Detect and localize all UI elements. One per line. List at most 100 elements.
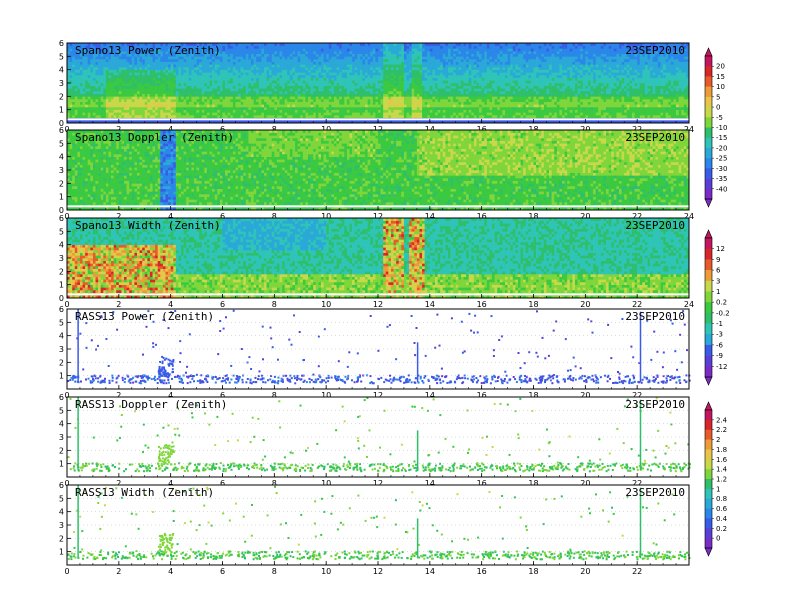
heatmap-cell (494, 64, 498, 68)
heatmap-cell (471, 56, 475, 60)
heatmap-cell (243, 85, 247, 89)
heatmap-cell (186, 61, 190, 65)
heatmap-cell (124, 104, 127, 108)
heatmap-cell (362, 45, 366, 49)
heatmap-cell (310, 85, 314, 89)
heatmap-cell (383, 77, 387, 81)
heatmap-cell (473, 107, 477, 110)
heatmap-cell (489, 61, 493, 65)
heatmap-cell (183, 59, 187, 62)
heatmap-cell (129, 101, 133, 105)
heatmap-cell (98, 53, 101, 57)
heatmap-cell (149, 85, 153, 89)
heatmap-cell (380, 101, 384, 105)
heatmap-cell (450, 75, 454, 78)
heatmap-cell (336, 112, 340, 116)
heatmap-cell (362, 56, 366, 60)
heatmap-cell (131, 80, 135, 84)
heatmap-cell (349, 115, 353, 118)
heatmap-cell (118, 96, 122, 100)
heatmap-cell (279, 112, 283, 116)
heatmap-cell (341, 43, 345, 46)
heatmap-cell (440, 96, 444, 100)
heatmap-cell (292, 112, 296, 116)
heatmap-cell (144, 51, 148, 54)
heatmap-cell (310, 104, 314, 108)
heatmap-cell (266, 80, 270, 84)
heatmap-cell (214, 51, 218, 54)
heatmap-cell (424, 112, 428, 116)
heatmap-cell (284, 53, 288, 57)
heatmap-cell (346, 56, 350, 60)
heatmap-cell (390, 88, 394, 92)
heatmap-cell (157, 80, 161, 84)
heatmap-cell (92, 61, 96, 65)
heatmap-cell (320, 56, 324, 60)
heatmap-cell (372, 91, 376, 94)
heatmap-cell (136, 72, 140, 76)
heatmap-cell (302, 72, 306, 76)
heatmap-cell (67, 96, 70, 100)
heatmap-cell (124, 77, 127, 81)
heatmap-cell (256, 115, 260, 118)
heatmap-cell (326, 101, 330, 105)
heatmap-cell (274, 104, 278, 108)
heatmap-cell (245, 109, 249, 113)
heatmap-cell (206, 77, 210, 81)
heatmap-cell (90, 45, 94, 49)
heatmap-cell (453, 115, 457, 118)
heatmap-cell (152, 80, 156, 84)
heatmap-cell (471, 77, 475, 81)
heatmap-cell (414, 43, 418, 46)
heatmap-cell (315, 104, 319, 108)
heatmap-cell (116, 112, 120, 116)
heatmap-cell (69, 56, 73, 60)
heatmap-cell (276, 75, 280, 78)
heatmap-cell (401, 91, 405, 94)
heatmap-cell (437, 93, 441, 97)
heatmap-cell (282, 109, 285, 113)
heatmap-cell (326, 120, 330, 124)
heatmap-cell (352, 88, 355, 92)
heatmap-cell (155, 61, 159, 65)
heatmap-cell (118, 45, 122, 49)
heatmap-cell (79, 56, 83, 60)
heatmap-cell (79, 85, 83, 89)
heatmap-cell (201, 115, 205, 118)
heatmap-cell (411, 115, 415, 118)
heatmap-cell (323, 88, 327, 92)
heatmap-cell (362, 72, 366, 76)
heatmap-cell (219, 99, 223, 102)
heatmap-cell (442, 109, 446, 113)
heatmap-cell (124, 109, 127, 113)
heatmap-cell (352, 99, 355, 102)
heatmap-cell (455, 45, 459, 49)
heatmap-cell (235, 88, 239, 92)
heatmap-cell (103, 61, 107, 65)
heatmap-cell (118, 120, 122, 124)
heatmap-cell (222, 45, 226, 49)
heatmap-cell (346, 112, 350, 116)
heatmap-cell (401, 112, 405, 116)
heatmap-cell (442, 59, 446, 62)
heatmap-cell (243, 93, 247, 97)
heatmap-cell (139, 72, 143, 76)
heatmap-cell (411, 104, 415, 108)
heatmap-cell (116, 99, 120, 102)
heatmap-cell (168, 77, 171, 81)
heatmap-cell (380, 93, 384, 97)
heatmap-cell (466, 85, 470, 89)
heatmap-cell (481, 48, 485, 52)
heatmap-cell (165, 85, 169, 89)
heatmap-cell (393, 99, 397, 102)
heatmap-cell (204, 69, 208, 73)
heatmap-cell (489, 56, 493, 60)
heatmap-cell (111, 72, 114, 76)
heatmap-cell (69, 99, 73, 102)
heatmap-cell (445, 59, 449, 62)
heatmap-cell (214, 56, 218, 60)
heatmap-cell (289, 69, 293, 73)
heatmap-cell (269, 64, 273, 68)
heatmap-cell (403, 45, 407, 49)
heatmap-cell (160, 64, 164, 68)
